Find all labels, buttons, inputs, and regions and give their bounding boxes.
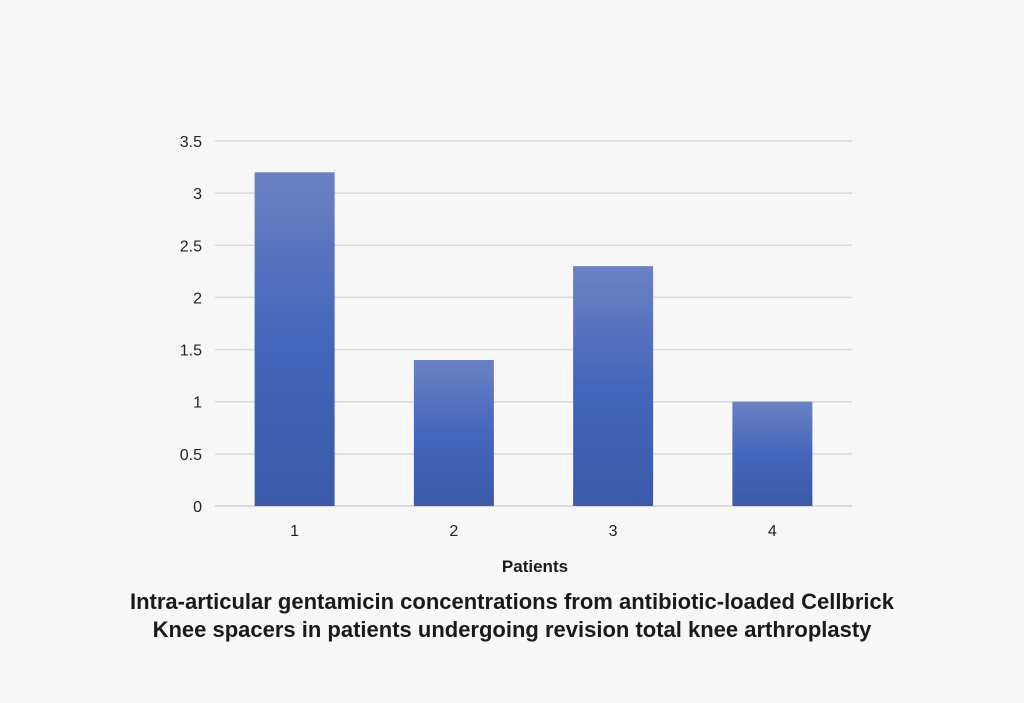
y-tick-label: 2.5 [180, 238, 202, 255]
x-tick-label: 1 [290, 523, 299, 540]
bar-patient-1 [254, 172, 335, 507]
x-tick-label: 2 [449, 523, 458, 540]
caption-line-1: Intra-articular gentamicin concentration… [129, 589, 895, 614]
caption-line-2: Knee spacers in patients undergoing revi… [152, 617, 872, 642]
y-tick-label: 0 [193, 499, 202, 516]
x-axis-title: Patients [502, 557, 568, 576]
y-axis: 0 0.5 1 1.5 2 2.5 3 3.5 [180, 134, 202, 516]
x-axis: 1 2 3 4 [290, 523, 777, 540]
y-tick-label: 1.5 [180, 343, 202, 360]
bar-patient-3 [573, 266, 654, 506]
bar-patient-4 [732, 401, 813, 506]
y-tick-label: 1 [193, 395, 202, 412]
y-tick-label: 2 [193, 290, 202, 307]
y-tick-label: 0.5 [180, 447, 202, 464]
bars [254, 172, 813, 507]
chart-caption: Intra-articular gentamicin concentration… [0, 588, 1024, 644]
y-tick-label: 3 [193, 186, 202, 203]
bar-patient-2 [413, 360, 494, 506]
x-tick-label: 4 [768, 523, 777, 540]
y-tick-label: 3.5 [180, 134, 202, 151]
x-tick-label: 3 [609, 523, 618, 540]
